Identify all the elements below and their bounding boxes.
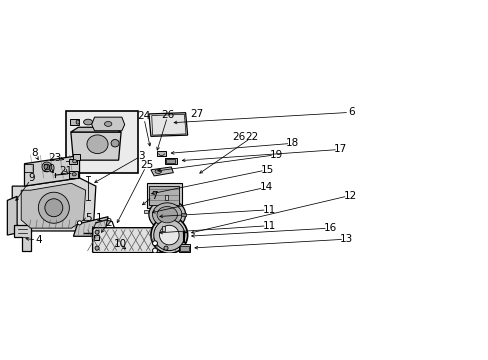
Text: 11: 11 xyxy=(262,221,275,231)
Bar xyxy=(94,235,99,239)
Polygon shape xyxy=(24,156,80,186)
Text: 3: 3 xyxy=(139,150,145,161)
Text: 17: 17 xyxy=(333,144,346,154)
Ellipse shape xyxy=(83,119,92,125)
Polygon shape xyxy=(73,217,108,236)
Text: 8: 8 xyxy=(31,148,38,158)
Text: 15: 15 xyxy=(260,165,273,175)
Bar xyxy=(157,150,166,156)
Circle shape xyxy=(151,217,187,253)
Ellipse shape xyxy=(87,135,108,154)
Circle shape xyxy=(163,230,168,234)
Text: 27: 27 xyxy=(190,108,203,118)
Text: 16: 16 xyxy=(323,223,336,233)
Bar xyxy=(180,246,188,251)
Polygon shape xyxy=(21,183,85,228)
Circle shape xyxy=(152,241,157,246)
Text: 13: 13 xyxy=(339,234,353,244)
Text: 12: 12 xyxy=(343,190,356,201)
Circle shape xyxy=(95,246,99,250)
Bar xyxy=(149,186,179,205)
Ellipse shape xyxy=(148,199,185,230)
Text: 9: 9 xyxy=(28,173,35,183)
Circle shape xyxy=(45,199,62,217)
Circle shape xyxy=(153,220,184,251)
Text: 11: 11 xyxy=(262,205,275,215)
Text: 2: 2 xyxy=(104,218,111,228)
Circle shape xyxy=(163,246,168,250)
Bar xyxy=(68,159,77,164)
Ellipse shape xyxy=(157,207,177,223)
Polygon shape xyxy=(7,196,17,235)
Ellipse shape xyxy=(72,159,77,163)
Polygon shape xyxy=(71,127,121,132)
Text: 5: 5 xyxy=(85,212,92,222)
Circle shape xyxy=(159,225,179,245)
Polygon shape xyxy=(14,225,31,251)
Bar xyxy=(165,158,176,164)
Text: 1: 1 xyxy=(95,212,102,222)
Bar xyxy=(69,119,79,125)
Circle shape xyxy=(77,221,81,225)
Ellipse shape xyxy=(155,170,161,174)
Ellipse shape xyxy=(152,203,182,226)
Bar xyxy=(68,171,77,177)
Text: 19: 19 xyxy=(269,150,283,160)
Ellipse shape xyxy=(76,120,79,124)
FancyBboxPatch shape xyxy=(92,228,170,253)
Bar xyxy=(143,210,148,213)
Bar xyxy=(166,159,175,163)
Polygon shape xyxy=(71,132,121,160)
Text: 24: 24 xyxy=(137,111,150,121)
Polygon shape xyxy=(148,113,187,136)
Text: 6: 6 xyxy=(347,107,354,117)
Text: 26: 26 xyxy=(161,110,174,120)
Ellipse shape xyxy=(111,139,119,147)
Bar xyxy=(73,154,80,160)
Circle shape xyxy=(44,164,50,170)
Bar xyxy=(178,244,190,252)
Circle shape xyxy=(95,230,99,234)
Text: 26: 26 xyxy=(231,132,245,142)
Text: 10: 10 xyxy=(114,239,127,249)
Text: 18: 18 xyxy=(285,138,299,148)
Text: 22: 22 xyxy=(245,132,258,142)
Bar xyxy=(146,183,181,208)
Bar xyxy=(161,226,164,231)
Polygon shape xyxy=(12,178,96,231)
Polygon shape xyxy=(151,167,173,176)
Text: 7: 7 xyxy=(151,190,157,201)
Text: 21: 21 xyxy=(60,166,73,176)
Circle shape xyxy=(38,192,69,223)
Polygon shape xyxy=(91,117,124,131)
Ellipse shape xyxy=(104,121,112,126)
Bar xyxy=(66,111,137,173)
Text: 4: 4 xyxy=(35,235,42,246)
Bar xyxy=(181,213,185,216)
Text: 25: 25 xyxy=(140,160,153,170)
Text: 14: 14 xyxy=(259,183,272,192)
Text: 23: 23 xyxy=(48,153,61,163)
Ellipse shape xyxy=(72,173,76,176)
Bar xyxy=(164,195,168,200)
Circle shape xyxy=(42,162,52,172)
Circle shape xyxy=(152,248,157,253)
Text: 20: 20 xyxy=(42,163,56,174)
